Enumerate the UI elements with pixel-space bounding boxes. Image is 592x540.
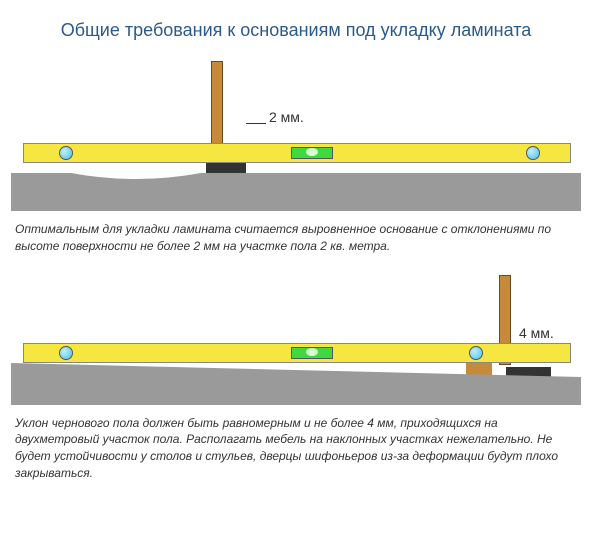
- level-end-cap: [59, 146, 73, 160]
- level-end-cap: [526, 146, 540, 160]
- tolerance-label-4mm: 4 мм.: [519, 325, 554, 341]
- floor-surface: [11, 163, 581, 211]
- caption-2mm: Оптимальным для укладки ламината считает…: [15, 221, 577, 255]
- bubble-icon: [306, 148, 318, 156]
- caption-4mm: Уклон чернового пола должен быть равноме…: [15, 415, 577, 482]
- floor-surface-sloped: [11, 363, 581, 405]
- diagram-tolerance-2mm: 2 мм.: [11, 61, 581, 211]
- diagram-slope-4mm: 4 мм.: [11, 275, 581, 405]
- arrow-line: [246, 123, 266, 124]
- floor-svg: [11, 163, 581, 211]
- bubble-icon: [306, 348, 318, 356]
- page-title: Общие требования к основаниям под укладк…: [10, 20, 582, 41]
- level-end-cap: [469, 346, 483, 360]
- floor-slope-svg: [11, 363, 581, 405]
- level-end-cap: [59, 346, 73, 360]
- tolerance-label-2mm: 2 мм.: [269, 109, 304, 125]
- level-bubble-window: [291, 347, 333, 359]
- level-bubble-window: [291, 147, 333, 159]
